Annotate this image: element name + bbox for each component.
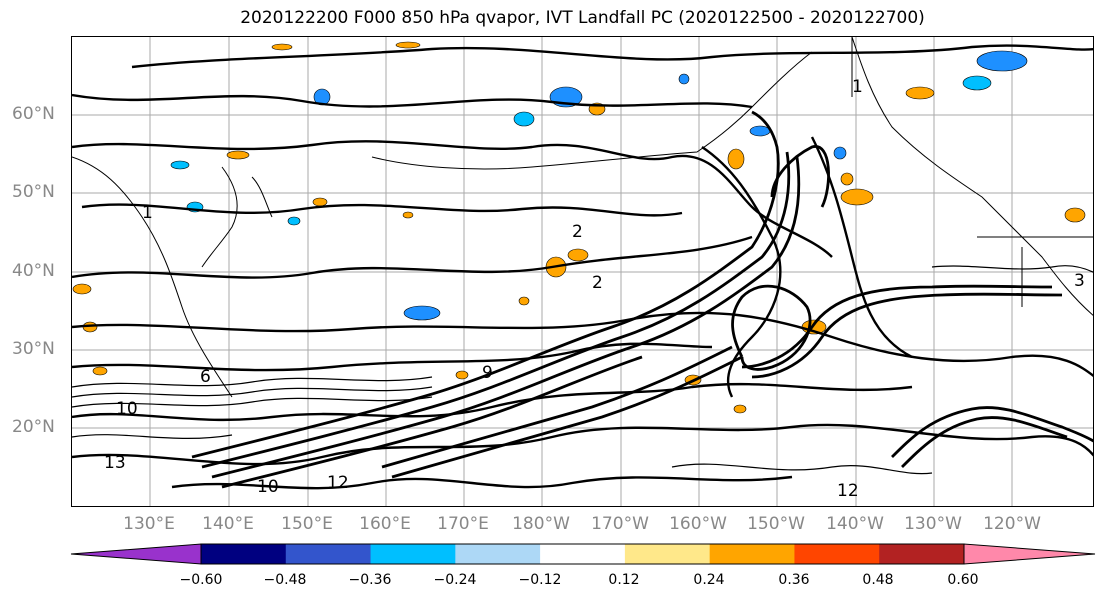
- colorbar-tick: 0.24: [693, 572, 725, 588]
- lon-label: 150°E: [281, 514, 333, 534]
- map-canvas: [72, 37, 1093, 506]
- lon-label: 160°W: [669, 514, 727, 534]
- contour-label: 6: [200, 367, 211, 387]
- colorbar-segment: [794, 544, 880, 564]
- lat-label: 60°N: [12, 104, 55, 124]
- contour-label: 13: [104, 453, 126, 473]
- contour-label: 10: [257, 477, 279, 497]
- lon-label: 140°E: [202, 514, 254, 534]
- colorbar-segment: [540, 544, 626, 564]
- map-panel: 1 2 2 3 10 12 10 12 13 9 6 1: [71, 36, 1094, 507]
- colorbar-segment: [879, 544, 965, 564]
- lon-label: 130°W: [904, 514, 962, 534]
- lon-label: 160°E: [359, 514, 411, 534]
- colorbar-tick: 0.12: [608, 572, 640, 588]
- contour-label: 3: [1074, 271, 1085, 291]
- lon-label: 170°W: [591, 514, 649, 534]
- lon-label: 170°E: [437, 514, 489, 534]
- colorbar-segment: [201, 544, 287, 564]
- contour-label: 1: [142, 203, 153, 223]
- lon-label: 130°E: [123, 514, 175, 534]
- colorbar-segment: [455, 544, 541, 564]
- colorbar-segments: [71, 544, 1095, 564]
- contour-label: 10: [116, 399, 138, 419]
- lon-label: 140°W: [826, 514, 884, 534]
- contour-label: 12: [837, 481, 859, 501]
- colorbar-segment: [285, 544, 372, 564]
- colorbar-extend-high: [964, 544, 1095, 564]
- contour-label: 1: [852, 77, 863, 97]
- colorbar-tick: 0.36: [778, 572, 810, 588]
- lat-label: 40°N: [12, 261, 55, 281]
- colorbar-segment: [709, 544, 795, 564]
- lat-label: 30°N: [12, 339, 55, 359]
- thin-contours: [72, 265, 1093, 475]
- moisture-plume-bundle: [191, 110, 1093, 489]
- colorbar-tick: −0.12: [518, 572, 562, 588]
- contour-label: 9: [482, 363, 493, 383]
- ivt-contours: [72, 44, 1093, 490]
- qvapor-anomaly-fills: [72, 41, 1086, 414]
- colorbar-extend-low: [71, 544, 201, 564]
- colorbar-tick: −0.48: [263, 572, 307, 588]
- lon-label: 120°W: [983, 514, 1041, 534]
- colorbar-tick: −0.36: [348, 572, 392, 588]
- lon-label: 150°W: [747, 514, 805, 534]
- colorbar-segment: [370, 544, 456, 564]
- map-title: 2020122200 F000 850 hPa qvapor, IVT Land…: [240, 8, 925, 28]
- coastlines: [72, 37, 1093, 398]
- colorbar: [70, 543, 1096, 565]
- lat-label: 50°N: [12, 182, 55, 202]
- lon-label: 180°W: [512, 514, 570, 534]
- lat-label: 20°N: [12, 417, 55, 437]
- colorbar-tick: 0.48: [862, 572, 894, 588]
- colorbar-segment: [624, 544, 711, 564]
- contour-label: 2: [572, 222, 583, 242]
- colorbar-tick: −0.60: [179, 572, 223, 588]
- colorbar-tick: 0.60: [947, 572, 979, 588]
- colorbar-tick: −0.24: [433, 572, 477, 588]
- contour-label: 2: [592, 273, 603, 293]
- contour-label: 12: [327, 473, 349, 493]
